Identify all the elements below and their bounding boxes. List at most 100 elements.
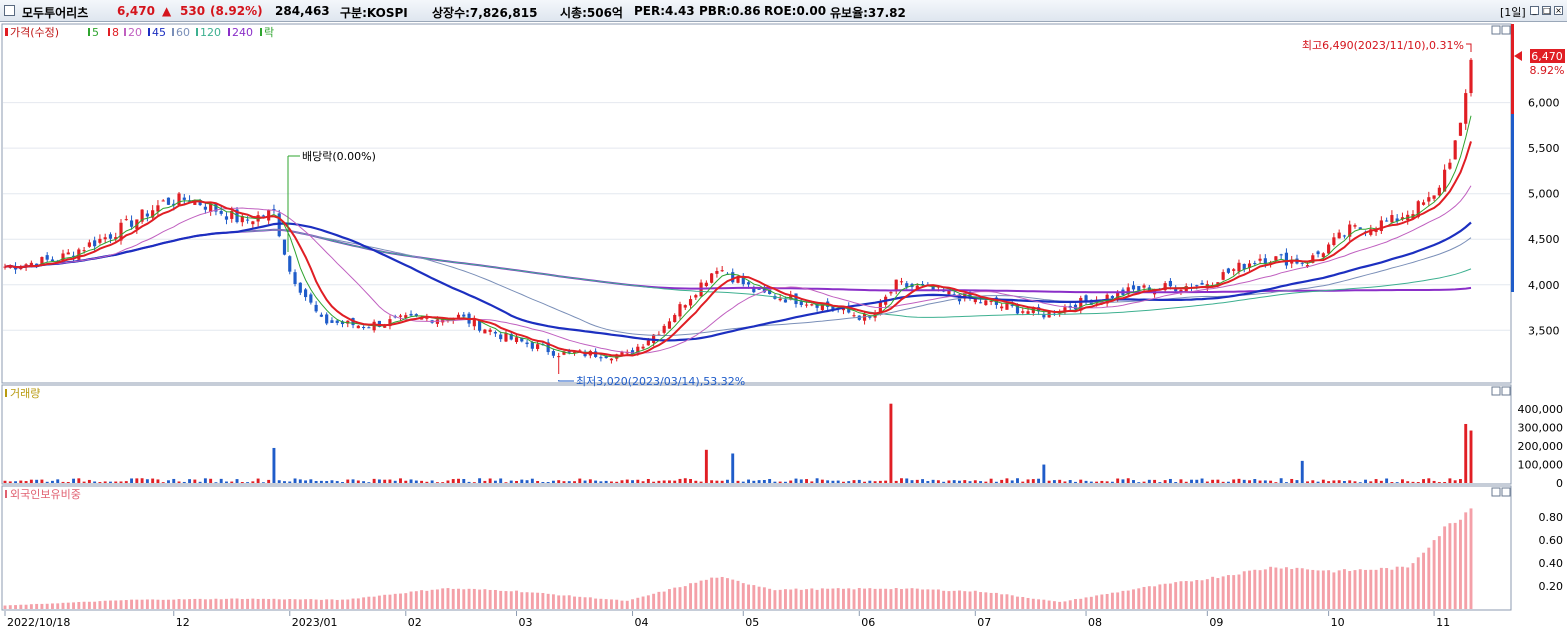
price-candle: [282, 239, 287, 255]
volume-bar: [1263, 480, 1267, 483]
price-candle: [330, 320, 334, 323]
foreign-bar: [414, 591, 418, 609]
price-candle: [984, 300, 988, 306]
foreign-bar: [952, 590, 956, 609]
volume-bar: [1105, 481, 1109, 483]
volume-bar: [915, 479, 919, 483]
volume-bar: [367, 482, 371, 483]
stock-chart[interactable]: 3,500 4,000 4,500 5,000 5,500 6,000 2022/10/18…: [0, 22, 1567, 630]
foreign-bar: [314, 599, 318, 609]
volume-bar: [578, 478, 582, 483]
price-candle: [731, 272, 735, 283]
foreign-bar: [235, 598, 239, 609]
foreign-bar: [219, 599, 223, 609]
volume-bar: [1279, 478, 1283, 483]
foreign-bar: [246, 598, 250, 609]
select-checkbox[interactable]: [4, 5, 15, 16]
foreign-panel[interactable]: [1, 485, 1512, 611]
volume-bar: [646, 478, 650, 483]
price-candle: [557, 356, 561, 358]
volume-bar: [615, 481, 619, 483]
volume-bar: [209, 478, 213, 483]
last-price-label: 6,470: [1531, 50, 1563, 63]
volume-bar: [87, 479, 91, 483]
foreign-bar: [509, 591, 513, 609]
price-candle: [799, 301, 803, 305]
foreign-bar: [704, 579, 708, 609]
price-candle: [646, 340, 650, 346]
volume-bar: [720, 480, 724, 483]
foreign-bar: [678, 587, 682, 609]
foreign-bar: [599, 598, 603, 609]
price-candle: [172, 203, 176, 206]
ma45-line: [4, 221, 1472, 342]
volume-bar: [435, 482, 439, 483]
volume-bar: [314, 481, 318, 483]
foreign-bar: [1395, 566, 1399, 609]
volume-bar: [193, 479, 197, 483]
volume-bar: [731, 453, 735, 483]
foreign-bar: [551, 594, 555, 609]
price-candle: [156, 205, 160, 212]
foreign-bar: [747, 584, 750, 609]
close-icon[interactable]: ×: [1554, 6, 1563, 15]
foreign-bar: [984, 592, 988, 609]
foreign-bar: [546, 593, 550, 609]
foreign-bar: [145, 599, 149, 609]
foreign-bar: [240, 599, 244, 609]
volume-bar: [1068, 480, 1072, 483]
foreign-bar: [1158, 584, 1162, 609]
maximize-icon[interactable]: □: [1542, 6, 1551, 15]
low-annotation-arrow: [558, 380, 574, 382]
price-candle: [1110, 295, 1114, 299]
volume-panel[interactable]: [1, 384, 1512, 485]
price-candle: [1179, 289, 1183, 292]
price-candle: [140, 209, 144, 222]
volume-bar: [51, 480, 54, 483]
volume-bar: [689, 478, 692, 483]
price-candle: [135, 219, 139, 229]
foreign-bar: [420, 590, 424, 609]
price-candle: [1221, 272, 1225, 280]
price-panel[interactable]: [1, 23, 1512, 384]
foreign-bar: [583, 597, 587, 609]
price-candle: [778, 298, 782, 301]
volume-bar: [61, 481, 65, 483]
minimize-icon[interactable]: _: [1530, 6, 1539, 15]
ex-dividend-annotation: 배당락(0.00%): [287, 150, 376, 252]
volume-bar: [820, 479, 824, 483]
volume-bar: [662, 480, 666, 483]
volume-bar: [599, 481, 603, 483]
foreign-bar: [689, 583, 692, 609]
price-candle: [514, 337, 519, 342]
volume-bar: [1395, 482, 1399, 483]
price-candle: [462, 314, 466, 317]
foreign-bar: [1406, 567, 1410, 609]
foreign-bar: [1042, 599, 1046, 609]
price-candle: [889, 292, 893, 294]
foreign-bar: [979, 592, 983, 609]
last-price-tag: 6,470 8.92%: [1514, 49, 1565, 77]
volume-bar: [172, 478, 176, 483]
volume-bar: [198, 481, 202, 483]
price-candle: [325, 314, 329, 324]
price-candle: [114, 237, 118, 240]
volume-bar: [177, 481, 181, 483]
volume-bar: [900, 478, 903, 483]
price-candle: [715, 271, 719, 274]
volume-bar: [1205, 481, 1209, 483]
volume-bar: [1137, 482, 1141, 483]
period-selector[interactable]: [1일]: [1500, 6, 1526, 19]
foreign-bar: [1437, 536, 1441, 609]
pbr-value: PBR:0.86: [699, 4, 761, 18]
volume-bar: [98, 482, 102, 483]
price-candle: [425, 317, 429, 319]
price-candle: [562, 351, 566, 355]
volume-bar: [704, 449, 708, 483]
x-tick-label: 06: [861, 616, 875, 629]
price-candle: [973, 298, 977, 303]
foreign-bar: [921, 589, 925, 609]
volume-bar: [541, 481, 545, 483]
foreign-bar: [135, 599, 139, 609]
panel-controls[interactable]: [1491, 25, 1511, 497]
